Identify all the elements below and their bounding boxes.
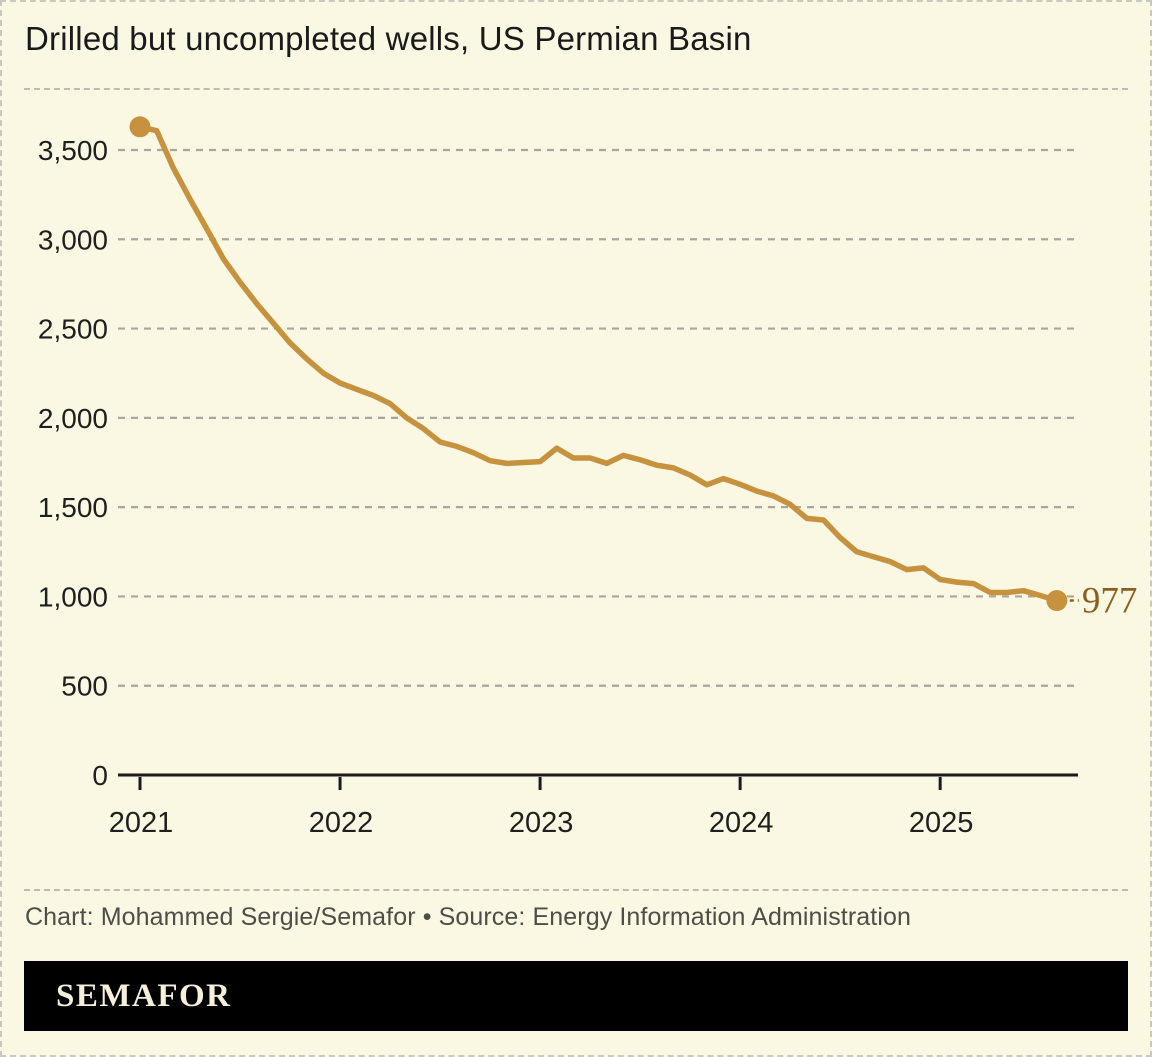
credit-line: Chart: Mohammed Sergie/Semafor • Source:…: [25, 903, 911, 931]
y-axis-tick-label: 1,000: [38, 581, 108, 612]
brand-wordmark: SEMAFOR: [56, 977, 232, 1014]
end-point-dot: [1046, 590, 1068, 612]
title-divider: [24, 88, 1128, 90]
end-value-label: 977: [1082, 581, 1138, 622]
y-axis-tick-label: 1,500: [38, 492, 108, 523]
y-axis-tick-label: 3,000: [38, 224, 108, 255]
y-axis-tick-label: 2,500: [38, 314, 108, 345]
brand-bar: SEMAFOR: [24, 961, 1128, 1031]
x-axis-tick-label: 2021: [109, 807, 174, 839]
data-line-series: [137, 124, 1060, 604]
x-axis-tick-label: 2023: [509, 807, 574, 839]
credit-divider: [24, 889, 1128, 891]
start-point-dot: [129, 116, 151, 138]
y-axis-tick-label: 2,000: [38, 403, 108, 434]
page-title: Drilled but uncompleted wells, US Permia…: [25, 20, 752, 57]
x-axis-tick-label: 2025: [909, 807, 974, 839]
y-axis-tick-label: 3,500: [38, 135, 108, 166]
x-axis-tick-label: 2024: [709, 807, 774, 839]
x-axis-tick-label: 2022: [309, 807, 374, 839]
y-axis-tick-label: 500: [61, 671, 108, 702]
y-axis-tick-label: 0: [92, 760, 108, 791]
